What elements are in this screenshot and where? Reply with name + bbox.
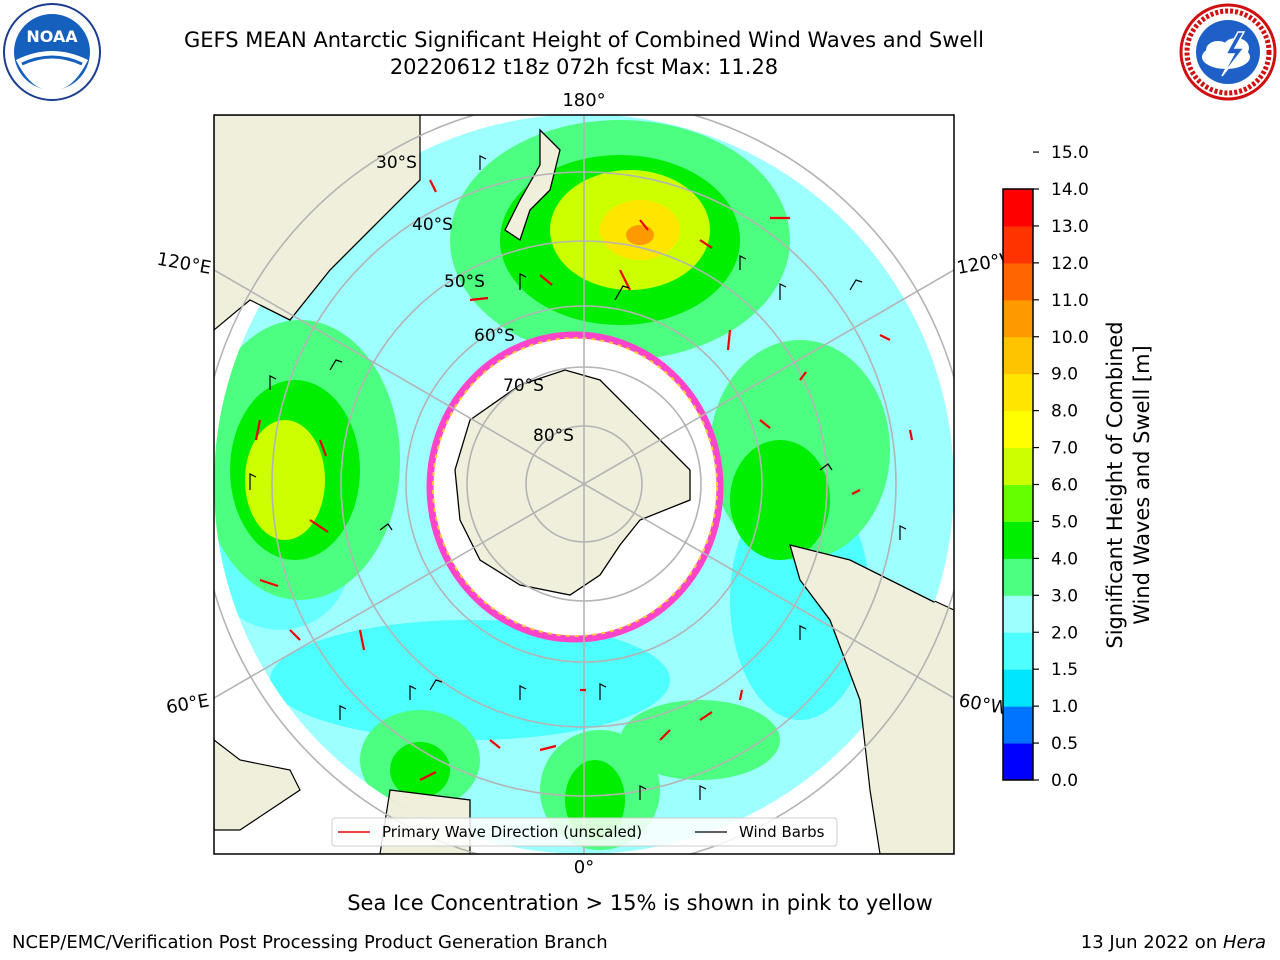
colorbar-segment [1003, 447, 1033, 485]
noaa-logo-icon: NOAA [3, 3, 101, 101]
colorbar-label-line1: Significant Height of Combined [1103, 321, 1127, 648]
noaa-logo-text: NOAA [26, 27, 78, 46]
colorbar-segment [1003, 410, 1033, 449]
colorbar-tick-label: 1.0 [1051, 697, 1078, 717]
colorbar-tick-label: 15.0 [1051, 143, 1089, 163]
colorbar-segment [1003, 521, 1033, 559]
lat-label-30s: 30°S [376, 153, 417, 173]
colorbar-tick-label: 10.0 [1051, 328, 1089, 348]
colorbar-segment [1003, 373, 1033, 412]
colorbar-segment [1003, 484, 1033, 522]
colorbar-segment [1003, 595, 1033, 633]
run-date: 13 Jun 2022 on Hera [1081, 932, 1266, 953]
colorbar-tick-label: 5.0 [1051, 512, 1078, 532]
graticule [214, 115, 954, 854]
colorbar-tick-label: 1.5 [1051, 660, 1078, 680]
lat-label-80s: 80°S [533, 426, 574, 446]
colorbar-tick-label: 6.0 [1051, 476, 1078, 496]
colorbar-tick-label: 14.0 [1051, 180, 1089, 200]
chart-title: GEFS MEAN Antarctic Significant Height o… [183, 28, 985, 52]
legend-wind-barbs: Wind Barbs [739, 823, 825, 841]
colorbar-segment [1003, 225, 1033, 264]
colorbar-tick-label: 12.0 [1051, 254, 1089, 274]
colorbar-tick-label: 2.0 [1051, 623, 1078, 643]
colorbar-tick-label: 11.0 [1051, 291, 1089, 311]
colorbar-tick-label: 0.0 [1051, 771, 1078, 791]
colorbar-segment [1003, 706, 1033, 744]
lon-label-60w: 60°W [957, 690, 1010, 719]
lon-label-60e: 60°E [165, 690, 211, 718]
sea-ice-note: Sea Ice Concentration > 15% is shown in … [347, 891, 933, 915]
lat-label-70s: 70°S [503, 376, 544, 396]
run-host: Hera [1222, 932, 1266, 953]
colorbar-segment [1003, 262, 1033, 301]
colorbar-segment [1003, 632, 1033, 670]
colorbar-tick-label: 13.0 [1051, 217, 1089, 237]
colorbar-segment [1003, 558, 1033, 596]
map-legend: Primary Wave Direction (unscaled) Wind B… [331, 817, 838, 847]
wave-direction-arrows [254, 179, 914, 781]
lon-label-120e: 120°E [155, 249, 213, 279]
colorbar-label-line2: Wind Waves and Swell [m] [1130, 345, 1154, 625]
colorbar-tick-label: 4.0 [1051, 549, 1078, 569]
map-frame [213, 114, 955, 855]
colorbar-tick-label: 3.0 [1051, 586, 1078, 606]
colorbar-segment [1003, 669, 1033, 707]
nws-logo-icon [1179, 3, 1277, 101]
colorbar-segment [1003, 189, 1033, 227]
legend-wave-direction: Primary Wave Direction (unscaled) [382, 823, 642, 841]
colorbar-tick-label: 8.0 [1051, 402, 1078, 422]
colorbar-tick-label: 7.0 [1051, 439, 1078, 459]
credit-line: NCEP/EMC/Verification Post Processing Pr… [12, 932, 608, 953]
lon-label-180: 180° [562, 90, 605, 111]
wind-barbs [249, 155, 907, 800]
lat-label-50s: 50°S [444, 272, 485, 292]
colorbar-tick-label: 9.0 [1051, 365, 1078, 385]
lon-label-0: 0° [574, 857, 594, 878]
run-date-text: 13 Jun 2022 on [1080, 932, 1223, 953]
colorbar-tick-label: 0.5 [1051, 734, 1078, 754]
lat-label-60s: 60°S [474, 326, 515, 346]
lat-label-40s: 40°S [412, 215, 453, 235]
chart-subtitle: 20220612 t18z 072h fcst Max: 11.28 [389, 55, 779, 79]
colorbar-segment [1003, 743, 1033, 781]
colorbar [1002, 188, 1034, 781]
colorbar-segment [1003, 336, 1033, 375]
colorbar-segment [1003, 299, 1033, 338]
